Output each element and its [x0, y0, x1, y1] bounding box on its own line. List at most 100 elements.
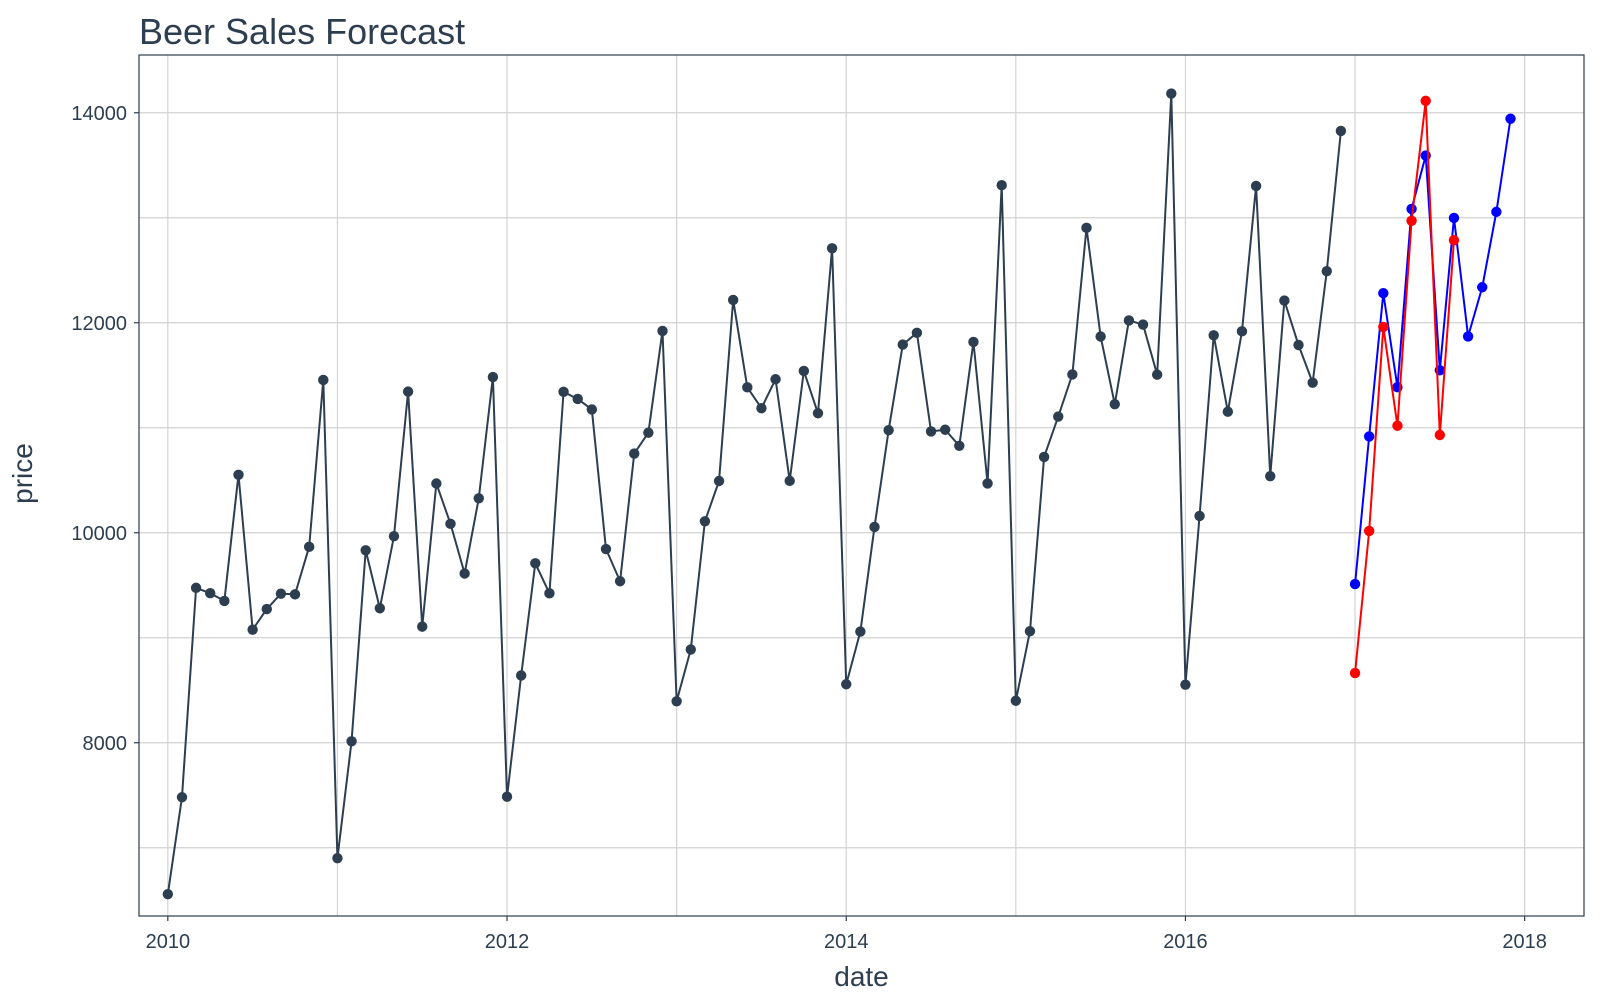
data-point — [176, 792, 188, 803]
data-point — [968, 336, 979, 348]
data-point — [742, 382, 753, 393]
data-point — [1010, 695, 1022, 706]
data-point — [1462, 331, 1474, 342]
y-axis-title: price — [7, 443, 38, 504]
data-point — [515, 670, 527, 681]
chart-title: Beer Sales Forecast — [139, 11, 465, 52]
data-point — [388, 531, 400, 542]
data-point — [925, 426, 937, 437]
data-point — [1307, 377, 1318, 388]
data-point — [911, 327, 923, 339]
data-point — [1024, 626, 1036, 637]
series-1 — [1349, 113, 1516, 590]
y-tick-label: 8000 — [83, 733, 128, 755]
data-point — [289, 589, 301, 600]
data-point — [162, 888, 174, 900]
data-point — [1420, 150, 1431, 161]
series-0 — [162, 88, 1347, 900]
data-point — [643, 427, 654, 438]
data-point — [1321, 266, 1332, 277]
data-point — [897, 339, 908, 350]
data-point — [1477, 282, 1488, 293]
data-point — [756, 403, 767, 414]
data-point — [1194, 510, 1205, 522]
data-point — [1208, 330, 1219, 341]
x-tick-label: 2014 — [824, 931, 869, 953]
data-point — [1236, 326, 1248, 337]
data-point — [501, 791, 513, 802]
data-point — [1038, 451, 1050, 463]
data-point — [190, 582, 202, 594]
data-point — [685, 644, 696, 655]
data-point — [1378, 321, 1389, 333]
data-point — [346, 736, 357, 747]
data-point — [431, 478, 442, 489]
data-point — [841, 679, 852, 690]
data-point — [402, 386, 414, 397]
data-point — [473, 493, 484, 504]
y-tick-label: 14000 — [71, 103, 127, 125]
data-point — [869, 521, 880, 533]
data-point — [600, 543, 612, 555]
x-tick-label: 2012 — [485, 931, 530, 953]
data-point — [1420, 95, 1431, 107]
data-point — [1363, 525, 1375, 537]
series-2 — [1349, 95, 1460, 679]
data-point — [1293, 339, 1304, 351]
panel-border — [138, 54, 1585, 917]
data-point — [1123, 315, 1135, 326]
x-tick-label: 2010 — [146, 931, 191, 953]
data-point — [1109, 399, 1120, 410]
y-tick-label: 10000 — [71, 523, 127, 545]
series-layer — [162, 88, 1516, 900]
data-point — [671, 696, 682, 707]
data-point — [417, 621, 428, 632]
data-point — [954, 440, 965, 452]
data-point — [727, 294, 739, 306]
data-point — [558, 386, 569, 398]
data-point — [459, 568, 470, 579]
data-point — [826, 243, 838, 254]
data-point — [1067, 369, 1078, 380]
data-point — [939, 424, 951, 435]
data-point — [1053, 411, 1064, 422]
data-point — [1265, 470, 1276, 482]
data-point — [1363, 431, 1375, 442]
data-point — [1491, 206, 1502, 218]
data-point — [586, 404, 598, 415]
data-point — [318, 374, 329, 386]
data-point — [233, 469, 244, 480]
data-point — [261, 603, 272, 615]
data-point — [1434, 429, 1446, 441]
data-point — [657, 325, 668, 337]
data-point — [1166, 88, 1177, 99]
data-point — [798, 365, 810, 377]
data-point — [982, 478, 993, 489]
data-point — [1081, 222, 1092, 234]
series-line — [1354, 99, 1455, 674]
data-point — [572, 393, 583, 405]
data-point — [1279, 295, 1290, 306]
data-point — [275, 588, 287, 599]
data-point — [1222, 406, 1234, 417]
data-point — [1406, 215, 1417, 226]
data-point — [332, 852, 343, 864]
data-point — [855, 626, 866, 637]
data-point — [1137, 319, 1149, 330]
data-point — [1250, 180, 1262, 192]
x-tick-label: 2018 — [1502, 931, 1547, 953]
data-point — [784, 475, 795, 487]
data-point — [205, 588, 216, 599]
x-axis-ticks: 2010 2012 2014 2016 2018 — [146, 916, 1547, 953]
x-axis-title: date — [834, 961, 889, 992]
data-point — [996, 180, 1007, 191]
data-point — [1151, 369, 1163, 380]
data-point — [1448, 212, 1460, 224]
data-point — [1180, 679, 1191, 690]
series-line — [1354, 118, 1512, 585]
y-axis-ticks: 8000 10000 12000 14000 — [71, 103, 139, 755]
data-point — [1448, 235, 1460, 246]
data-point — [812, 408, 824, 419]
data-point — [770, 374, 781, 385]
data-point — [883, 424, 894, 436]
